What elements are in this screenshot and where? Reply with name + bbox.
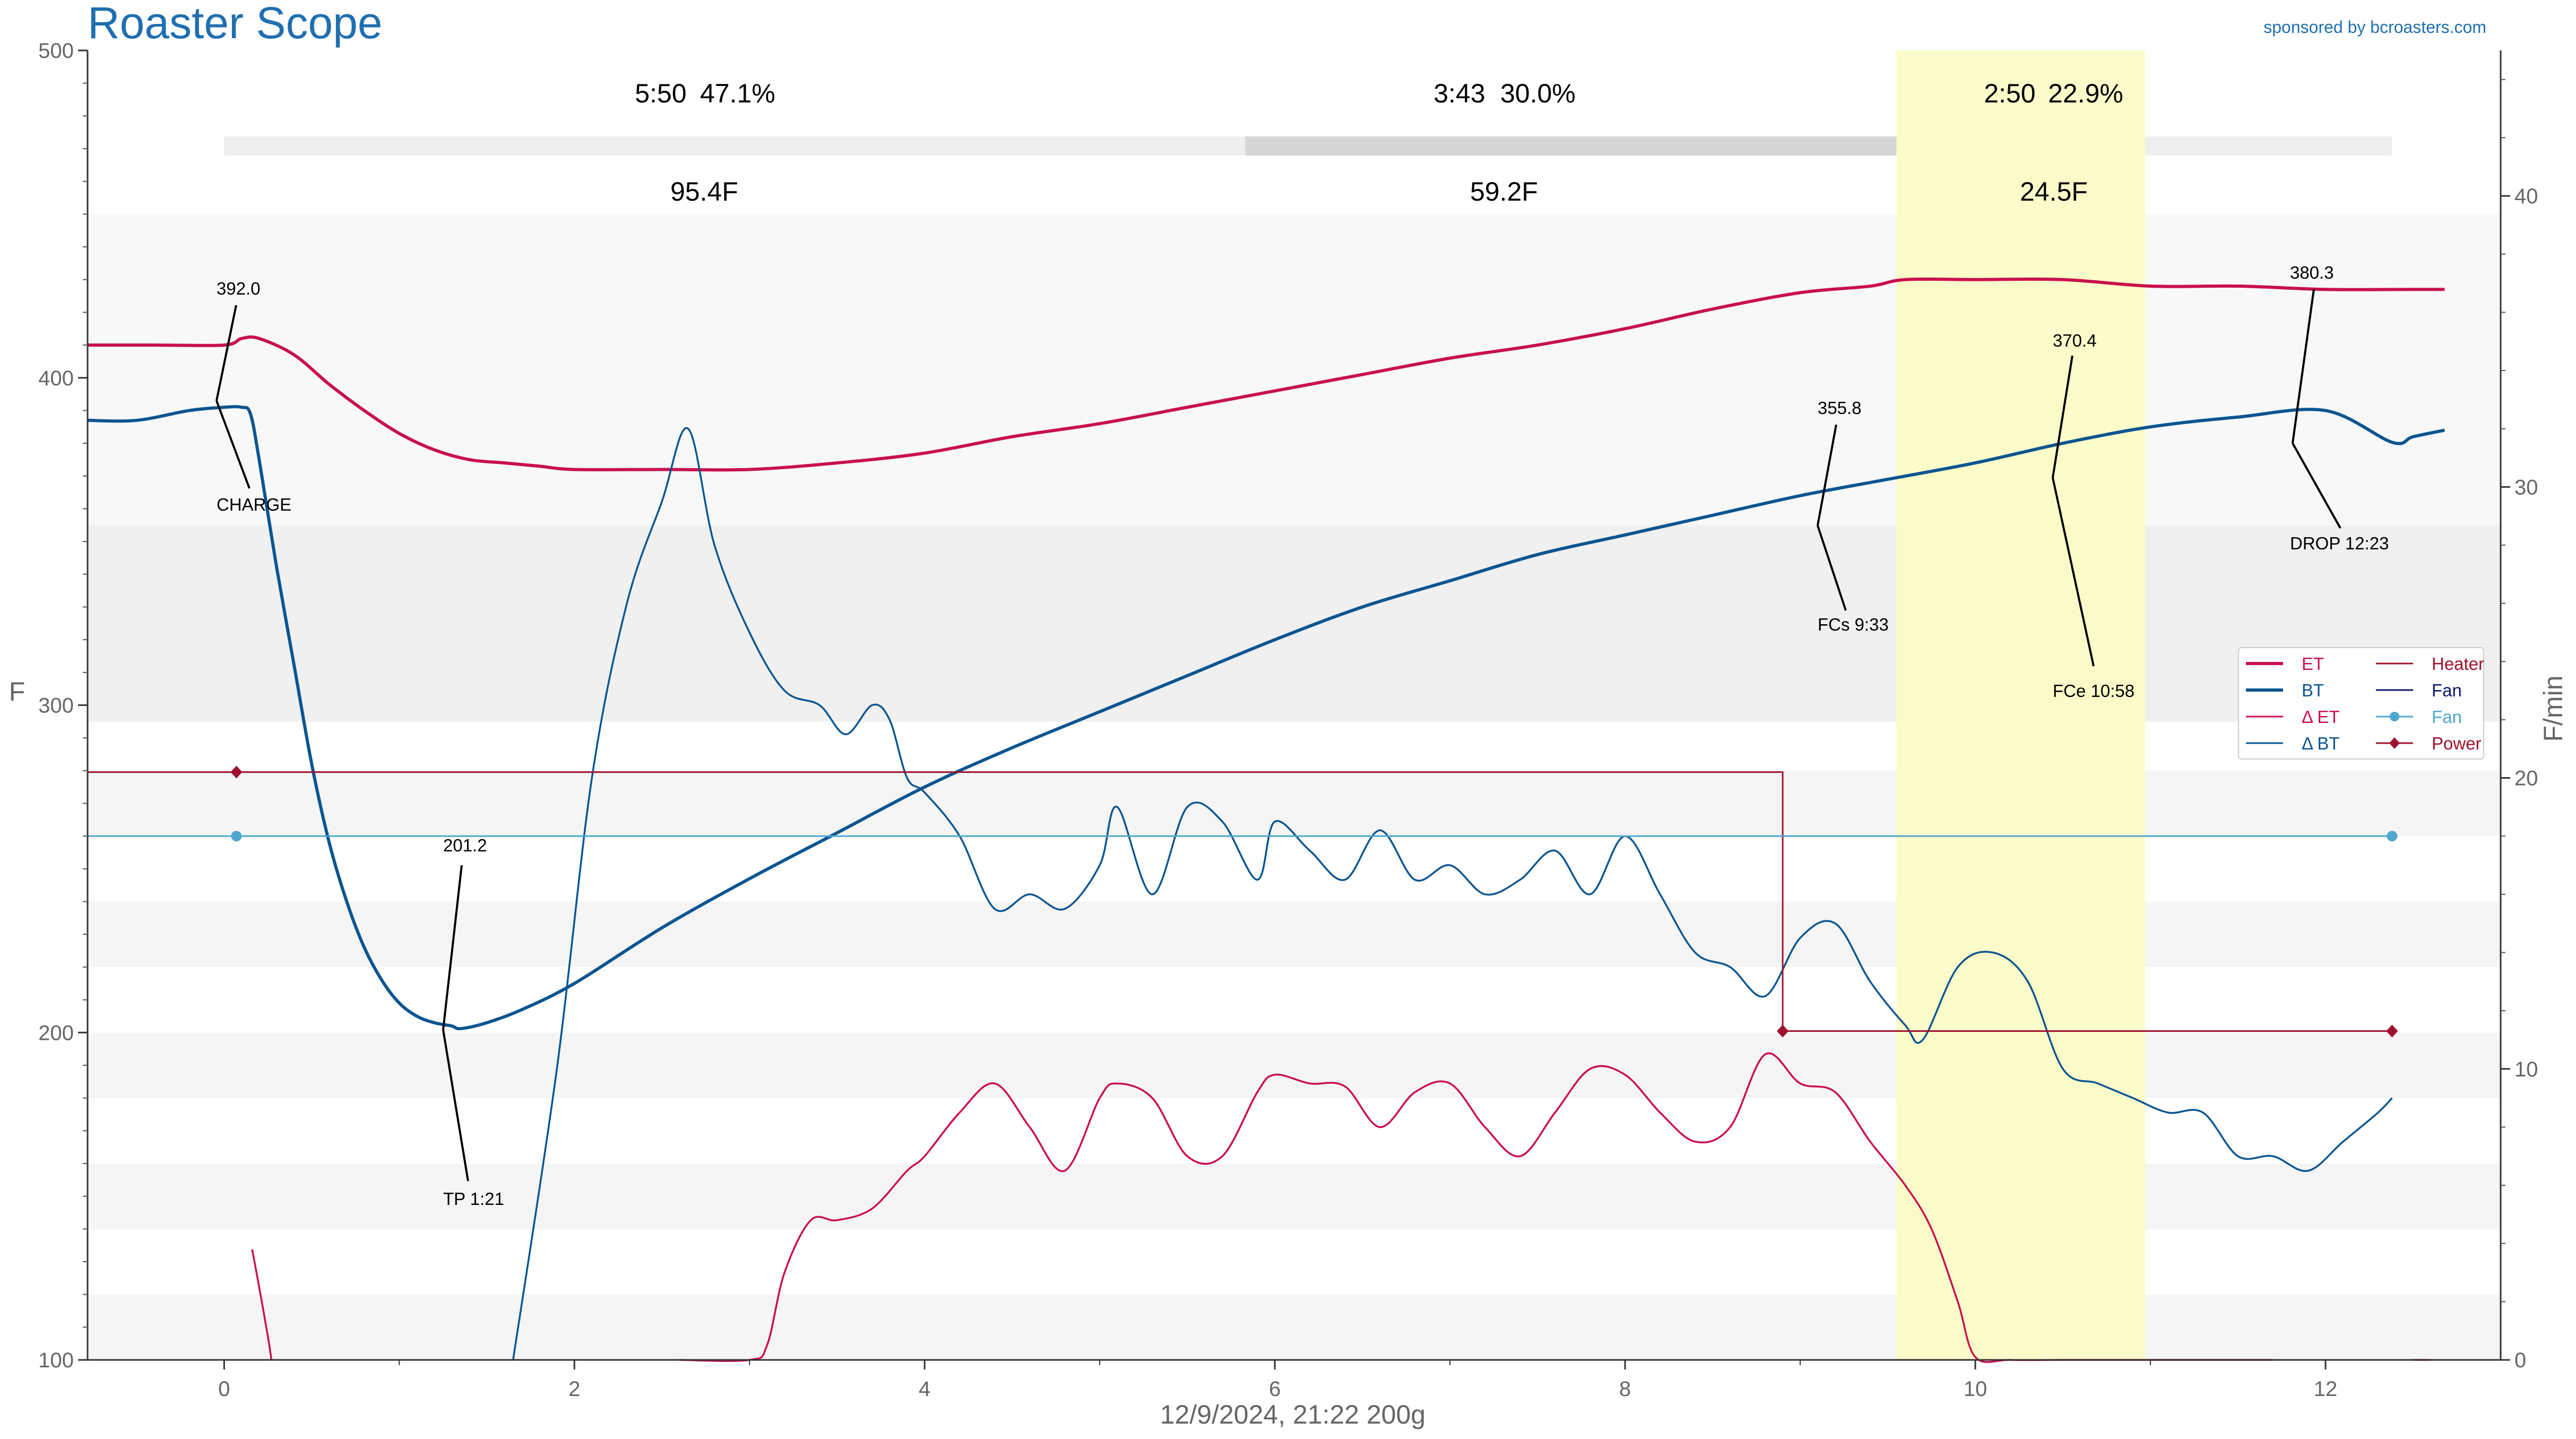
- tp-temp-label: 201.2: [443, 835, 487, 855]
- power-marker: [1777, 1024, 1789, 1038]
- y-axis-label-right: F/min: [2538, 676, 2568, 742]
- phase-2-time: 3:43: [1433, 79, 1485, 108]
- legend-label: ET: [2302, 654, 2324, 674]
- fce-callout-top: [2052, 355, 2073, 478]
- y-tick-label-left: 500: [38, 39, 74, 63]
- drop-temp-label: 380.3: [2290, 263, 2334, 282]
- y-tick-label-left: 100: [38, 1349, 74, 1372]
- phase-2-pct: 30.0%: [1500, 79, 1576, 108]
- charge-callout-top: [215, 305, 237, 401]
- phase-3-pct: 22.9%: [2048, 79, 2123, 108]
- x-tick-label: 8: [1619, 1377, 1631, 1401]
- phase-bar-maillard: [1245, 136, 1897, 156]
- phase-3-delta: 24.5F: [2020, 177, 2088, 206]
- series-et-line-1: [679, 1052, 2274, 1363]
- fcs-callout-top: [1817, 424, 1837, 526]
- tp-callout-top: [442, 865, 463, 1030]
- fce-callout-bottom: [2052, 477, 2095, 667]
- x-tick-label: 0: [218, 1377, 230, 1401]
- x-tick-label: 6: [1269, 1377, 1281, 1401]
- legend: ET BT Δ ET Δ BT Heater Fan Fan Power: [2238, 647, 2484, 760]
- fcs-callout-bottom: [1817, 525, 1847, 611]
- legend-label: Δ BT: [2302, 734, 2340, 753]
- legend-dot: [2390, 712, 2399, 721]
- legend-label: BT: [2302, 680, 2324, 700]
- legend-label: Δ ET: [2302, 707, 2340, 727]
- charge-label: CHARGE: [217, 495, 291, 514]
- series-bt-line: [87, 405, 2445, 1031]
- first-crack-window: [1896, 50, 2146, 1360]
- series-bt-line: [512, 427, 2393, 1360]
- y-tick-label-left: 300: [38, 694, 74, 718]
- fce-temp-label: 370.4: [2053, 331, 2097, 350]
- y-tick-label-left: 400: [38, 367, 74, 390]
- drop-callout-top: [2292, 289, 2315, 444]
- y-tick-label-left: 200: [38, 1021, 74, 1045]
- sponsor-link[interactable]: sponsored by bcroasters.com: [2263, 18, 2486, 37]
- x-tick-label: 10: [1964, 1377, 1987, 1401]
- drop-callout-bottom: [2292, 443, 2341, 529]
- y-tick-label-right: 0: [2514, 1349, 2526, 1372]
- power-marker: [2386, 1024, 2398, 1038]
- series-et-line-0: [251, 1249, 273, 1360]
- drop-label: DROP 12:23: [2290, 533, 2389, 553]
- charge-callout-bottom: [215, 400, 250, 489]
- tp-callout-bottom: [442, 1029, 469, 1182]
- y-tick-label-right: 10: [2514, 1058, 2538, 1081]
- legend-label: Fan: [2432, 707, 2462, 727]
- legend-label: Heater: [2432, 654, 2484, 674]
- x-tick-label: 12: [2314, 1377, 2338, 1401]
- x-tick-label: 2: [568, 1377, 580, 1401]
- phase-1-pct: 47.1%: [700, 79, 775, 108]
- legend-label: Fan: [2432, 680, 2462, 700]
- chart-title: Roaster Scope: [88, 0, 383, 48]
- phase-1-time: 5:50: [635, 79, 686, 108]
- fan-marker: [2387, 831, 2398, 842]
- x-axis-label: 12/9/2024, 21:22 200g: [1160, 1400, 1425, 1429]
- phase-2-delta: 59.2F: [1470, 177, 1538, 206]
- fce-label: FCe 10:58: [2053, 681, 2134, 701]
- y-axis-label-left: F: [9, 677, 25, 706]
- phase-1-delta: 95.4F: [670, 177, 738, 206]
- phase-3-time: 2:50: [1984, 79, 2035, 108]
- tp-label: TP 1:21: [443, 1189, 504, 1209]
- charge-temp-label: 392.0: [217, 279, 261, 298]
- fcs-label: FCs 9:33: [1818, 615, 1889, 634]
- fcs-temp-label: 355.8: [1818, 398, 1862, 418]
- y-tick-label-right: 40: [2514, 185, 2538, 208]
- x-tick-label: 4: [919, 1377, 930, 1401]
- series-et-line: [88, 277, 2445, 472]
- legend-diamond: [2389, 737, 2400, 749]
- legend-label: Power: [2432, 734, 2482, 753]
- series-heater-line: [88, 771, 2392, 1032]
- phase-bar-drying: [224, 136, 1246, 156]
- power-marker: [230, 765, 243, 779]
- y-tick-label-right: 30: [2514, 476, 2538, 499]
- fan-marker: [231, 831, 242, 842]
- y-tick-label-right: 20: [2514, 767, 2538, 790]
